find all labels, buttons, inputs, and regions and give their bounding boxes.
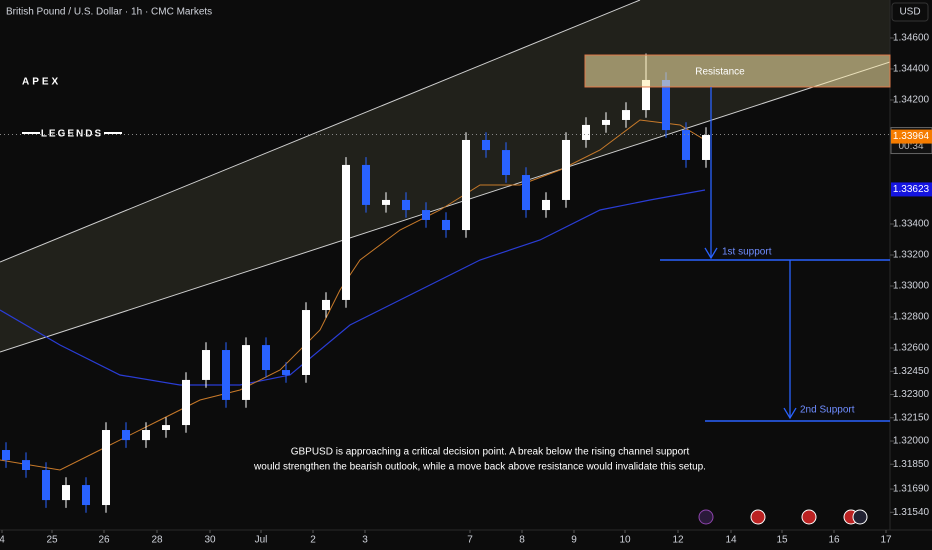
candle-body [382,199,390,205]
note-line: GBPUSD is approaching a critical decisio… [291,447,690,458]
candle-body [602,119,610,125]
x-tick-label: Jul [255,535,268,546]
candle-body [522,175,530,211]
candle-body [122,430,130,441]
x-tick-label: 30 [204,535,216,546]
y-tick-label: 1.33000 [893,281,930,292]
candle-body [702,135,710,160]
support-label: 2nd Support [800,405,855,416]
candle-body [662,79,670,131]
currency: USD [899,7,920,18]
logo-title: APEX [22,77,61,88]
candle-body [322,299,330,311]
candle-body [562,139,570,200]
candle-body [82,485,90,506]
candle-body [422,210,430,220]
note-line: would strengthen the bearish outlook, wh… [253,462,706,473]
candle-body [462,139,470,231]
x-tick-label: 2 [310,535,316,546]
candle-body [222,350,230,400]
marks [2,53,710,513]
y-tick-label: 1.33400 [893,219,930,230]
candle-body [42,470,50,501]
candle-body [102,430,110,506]
y-tick-label: 1.33200 [893,250,930,261]
y-tick-label: 1.32450 [893,366,930,377]
currency-box [891,2,929,22]
candle-body [262,345,270,371]
x-tick-label: 25 [46,535,58,546]
candle-body [342,164,350,300]
candle-body [202,350,210,380]
x-tick-label: 4 [0,535,5,546]
candle-body [402,199,410,211]
arrow-head [783,407,797,420]
y-tick-label: 1.34600 [893,33,930,44]
logo-subtitle: LEGENDS [41,129,103,140]
y-tick-label: 1.34400 [893,64,930,75]
candle-body [2,450,10,461]
candle-body [282,370,290,375]
candle-body [682,130,690,160]
y-tick-label: 1.31540 [893,507,930,518]
candle-body [182,379,190,426]
x-tick-label: 10 [619,535,631,546]
price-box [891,182,932,197]
x-tick-label: 8 [519,535,525,546]
candle-body [542,199,550,211]
arrow-head [704,247,718,260]
price-label: 1.33964 [893,131,930,142]
x-tick-label: 17 [880,535,892,546]
support-label: 1st support [722,247,772,258]
candle-body [142,430,150,441]
x-tick-label: 3 [362,535,368,546]
y-tick-label: 1.34200 [893,95,930,106]
candle-body [302,310,310,375]
x-tick-label: 28 [151,535,163,546]
event-icon[interactable] [698,509,714,525]
event-icon[interactable] [750,509,766,525]
countdown: 00:34 [898,141,923,152]
candle-body [362,164,370,205]
symbol-title: British Pound / U.S. Dollar · 1h · CMC M… [6,7,212,18]
x-tick-label: 14 [725,535,737,546]
candle-body [162,425,170,431]
candle-body [482,139,490,151]
x-tick-label: 7 [467,535,473,546]
y-tick-label: 1.32600 [893,343,930,354]
moving-average-slow [0,189,706,386]
price-box [891,129,932,144]
y-tick-label: 1.31690 [893,484,930,495]
y-tick-label: 1.32300 [893,389,930,400]
moving-average-fast [0,119,706,471]
y-tick-label: 1.32000 [893,436,930,447]
resistance-zone [584,54,891,88]
candle-body [62,485,70,501]
resistance-label: Resistance [695,67,745,78]
candle-body [242,345,250,400]
candle-body [622,110,630,120]
x-tick-label: 15 [776,535,788,546]
event-icon[interactable] [852,509,868,525]
event-icon[interactable] [801,509,817,525]
y-tick-label: 1.32800 [893,312,930,323]
y-tick-label: 1.32150 [893,412,930,423]
x-tick-label: 9 [571,535,577,546]
candle-body [502,150,510,176]
price-label: 1.33623 [893,184,930,195]
channel-upper [0,0,641,263]
x-tick-label: 26 [98,535,110,546]
x-tick-label: 16 [828,535,840,546]
candle-body [442,219,450,231]
x-tick-label: 12 [672,535,684,546]
candle-body [642,79,650,111]
candle-body [22,460,30,471]
y-tick-label: 1.31850 [893,459,930,470]
candle-body [582,124,590,140]
